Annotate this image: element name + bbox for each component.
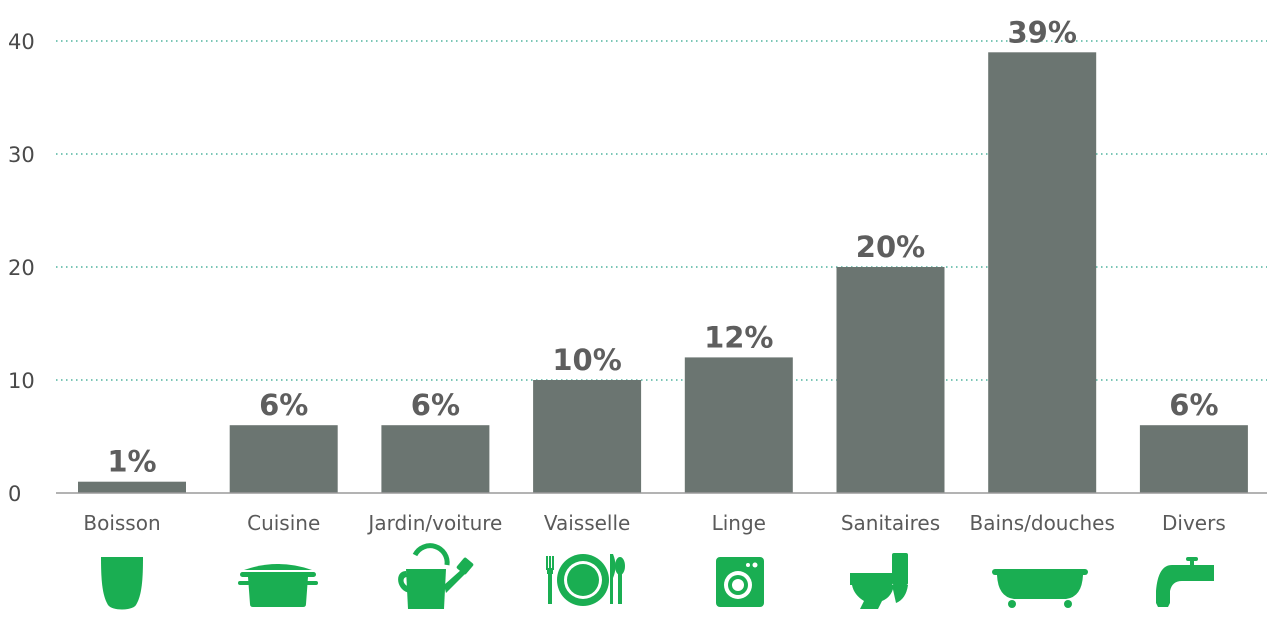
y-tick-label: 40 [8,30,35,54]
data-label: 10% [552,343,621,377]
gridlines [56,40,1267,381]
data-label: 20% [856,230,925,264]
category-label: Sanitaires [841,511,940,535]
category-label: Jardin/voiture [366,511,502,535]
bathtub-icon [992,569,1088,608]
data-labels: 1% 6% 6% 10% 12% 20% 39% 6% [107,15,1218,478]
plate-cutlery-icon [546,554,625,606]
category-label: Linge [712,511,766,535]
bar [533,380,642,493]
category-icons [101,543,1214,610]
y-tick-label: 30 [8,143,35,167]
category-label: Divers [1162,511,1226,535]
category-label: Bains/douches [970,511,1115,535]
bars [78,52,1248,494]
bar [381,425,490,493]
y-tick-label: 10 [8,369,35,393]
bar [684,357,793,493]
category-label: Cuisine [247,511,320,535]
glass-icon [101,557,143,610]
data-label: 6% [411,388,460,422]
data-label: 6% [259,388,308,422]
bar [988,52,1097,494]
data-label: 1% [107,445,156,479]
category-labels: Boisson Cuisine Jardin/voiture Vaisselle… [83,511,1225,535]
data-label: 39% [1007,15,1076,49]
category-label: Boisson [83,511,160,535]
y-axis-ticks: 0 10 20 30 40 [8,30,35,506]
faucet-icon [1156,557,1214,607]
washing-machine-icon [716,557,764,607]
watering-can-icon [398,543,474,609]
data-label: 6% [1169,388,1218,422]
bar [836,267,945,493]
bar [78,481,186,493]
y-tick-label: 20 [8,256,35,280]
bar [229,425,338,493]
category-label: Vaisselle [544,511,631,535]
y-tick-label: 0 [8,482,21,506]
bar [1139,425,1248,493]
cooking-pot-icon [238,564,318,607]
data-label: 12% [704,320,773,354]
toilet-icon [850,553,908,609]
